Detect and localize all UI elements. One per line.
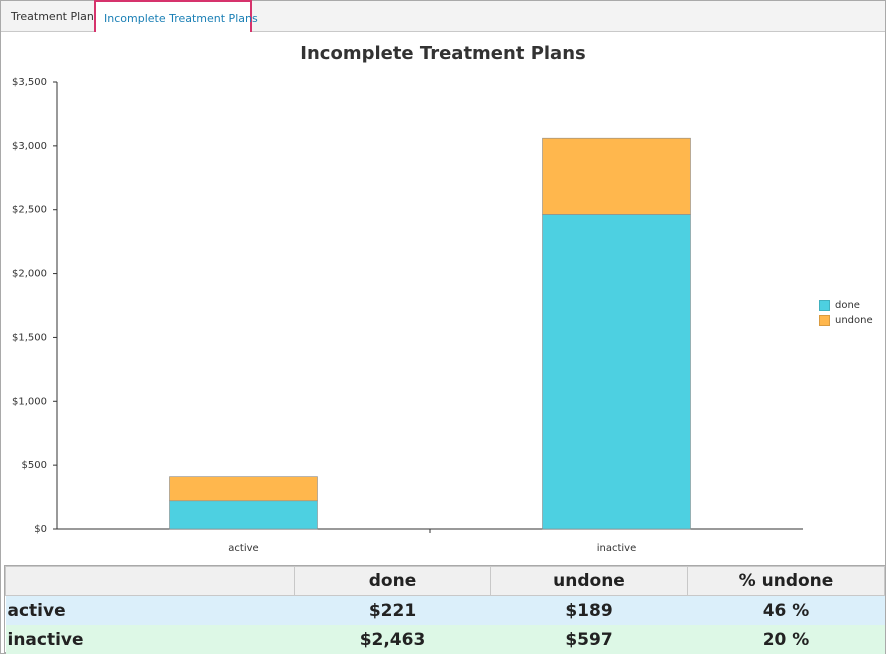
chart-legend: done undone [819, 298, 873, 328]
y-tick-label: $2,000 [12, 269, 47, 280]
y-tick-label: $1,500 [12, 332, 47, 343]
cell-done: $2,463 [294, 625, 491, 654]
y-tick-label: $1,000 [12, 396, 47, 407]
cell-pct-undone: 20 % [687, 625, 885, 654]
cell-undone: $597 [490, 625, 688, 654]
y-tick-label: $2,500 [12, 205, 47, 216]
summary-table: done undone % undone active $221 $189 46… [5, 566, 885, 654]
tab-bar: Treatment Plans Incomplete Treatment Pla… [1, 0, 885, 34]
tab-treatment-plans[interactable]: Treatment Plans [3, 1, 100, 31]
legend-swatch-done [819, 300, 830, 311]
y-tick-label: $0 [34, 524, 47, 535]
bar-done-inactive [542, 214, 691, 530]
x-tick-label: active [228, 543, 258, 554]
legend-item-undone: undone [819, 313, 873, 328]
row-name: inactive [5, 625, 295, 654]
legend-label-done: done [835, 300, 860, 311]
bar-undone-active [169, 476, 318, 502]
legend-label-undone: undone [835, 315, 873, 326]
legend-item-done: done [819, 298, 873, 313]
header-pct-undone[interactable]: % undone [687, 566, 885, 596]
bar-undone-inactive [542, 137, 691, 215]
summary-grid: done undone % undone active $221 $189 46… [4, 565, 885, 654]
legend-swatch-undone [819, 315, 830, 326]
y-tick-label: $3,500 [12, 77, 47, 88]
chart-title: Incomplete Treatment Plans [300, 43, 586, 64]
bar-chart: $0 $500 $1,000 $1,500 $2,000 $2,500 $3,000 $3,5… [12, 77, 803, 554]
header-row: done undone % undone [5, 566, 885, 596]
table-row[interactable]: inactive $2,463 $597 20 % [5, 625, 885, 654]
cell-done: $221 [294, 595, 491, 625]
header-undone[interactable]: undone [490, 566, 688, 596]
header-done[interactable]: done [294, 566, 491, 596]
header-blank[interactable] [5, 566, 295, 596]
bar-done-active [169, 500, 318, 530]
x-tick-label: inactive [597, 543, 637, 554]
row-name: active [5, 595, 295, 625]
chart-panel: Incomplete Treatment Plans $0 $500 $1,000 $… [2, 32, 884, 562]
cell-undone: $189 [490, 595, 688, 625]
y-tick-label: $3,000 [12, 141, 47, 152]
y-tick-label: $500 [22, 460, 47, 471]
cell-pct-undone: 46 % [687, 595, 885, 625]
tab-incomplete-treatment-plans[interactable]: Incomplete Treatment Plans [94, 0, 258, 34]
table-row[interactable]: active $221 $189 46 % [5, 595, 885, 625]
